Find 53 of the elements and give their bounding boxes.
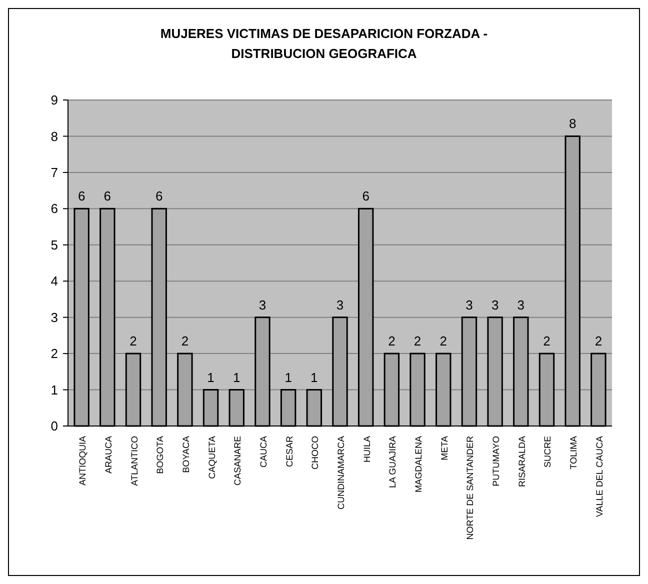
- chart-title: MUJERES VICTIMAS DE DESAPARICION FORZADA - DISTRIBUCION GEOGRAFICA: [160, 26, 488, 61]
- y-tick-label: 5: [50, 237, 58, 252]
- x-tick-label: HUILA: [362, 436, 372, 463]
- data-label: 3: [491, 297, 499, 312]
- y-tick-label: 6: [50, 201, 58, 216]
- x-tick-label: META: [439, 436, 450, 460]
- y-tick-label: 7: [50, 164, 58, 180]
- data-label: 2: [388, 334, 396, 349]
- x-tick-label: SUCRE: [542, 436, 553, 468]
- x-tick-label: CAUCA: [258, 436, 268, 468]
- x-tick-label: VALLE DEL CAUCA: [594, 436, 604, 518]
- y-tick-label: 0: [50, 418, 58, 434]
- data-label: 8: [568, 116, 576, 132]
- data-label: 3: [466, 297, 473, 312]
- x-tick-label: CUNDINAMARCA: [336, 436, 346, 510]
- data-label: 1: [284, 370, 292, 385]
- data-label: 6: [78, 188, 86, 204]
- data-label: 2: [543, 334, 550, 349]
- data-label: 6: [104, 188, 112, 204]
- data-label: 2: [414, 334, 422, 349]
- x-tick-label: CESAR: [284, 436, 294, 468]
- x-tick-label: CASANARE: [232, 436, 243, 486]
- x-tick-label: CAQUETA: [206, 436, 217, 479]
- data-label: 3: [258, 297, 266, 312]
- x-tick-label: MAGDALENA: [414, 436, 424, 493]
- y-tick-label: 8: [50, 128, 58, 144]
- x-tick-label: ARAUCA: [103, 436, 114, 474]
- y-tick-label: 9: [50, 92, 58, 108]
- data-label: 6: [362, 188, 370, 204]
- data-label: 2: [130, 334, 137, 349]
- data-label: 3: [517, 297, 525, 312]
- x-tick-label: BOGOTA: [155, 436, 166, 474]
- x-tick-label: NORTE DE SANTANDER: [465, 436, 476, 540]
- data-label: 2: [594, 334, 602, 349]
- x-tick-label: BOYACA: [180, 436, 191, 473]
- x-tick-label: ATLANTICO: [129, 436, 140, 486]
- data-label: 1: [233, 370, 240, 385]
- data-label: 2: [181, 334, 189, 349]
- y-tick-label: 3: [50, 310, 58, 325]
- data-label: 1: [310, 370, 318, 385]
- data-label: 1: [207, 370, 214, 385]
- data-label: 3: [336, 297, 344, 312]
- x-tick-label: TOLIMA: [568, 436, 579, 470]
- y-tick-label: 1: [50, 382, 58, 398]
- data-label: 2: [440, 334, 447, 349]
- x-tick-label: ANTIOQUIA: [78, 436, 88, 486]
- x-tick-label: PUTUMAYO: [491, 436, 502, 486]
- x-tick-label: LA GUAJIRA: [388, 436, 398, 488]
- x-tick-label: RISARALDA: [516, 436, 527, 488]
- x-tick-label: CHOCO: [310, 436, 320, 470]
- y-tick-label: 4: [50, 274, 58, 289]
- data-label: 6: [155, 188, 163, 204]
- y-tick-label: 2: [50, 346, 58, 362]
